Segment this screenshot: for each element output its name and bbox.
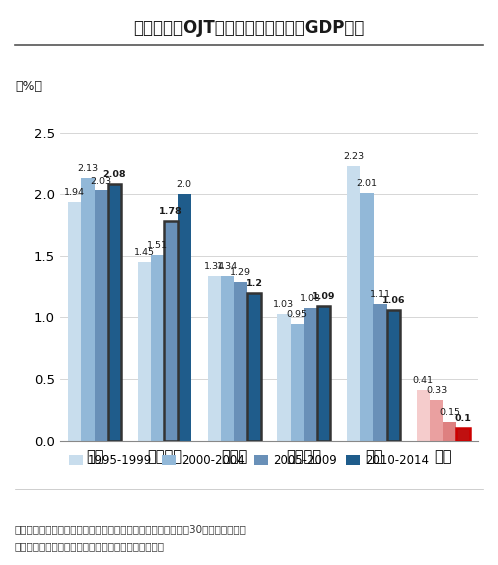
Bar xyxy=(138,262,151,441)
Bar xyxy=(277,314,290,441)
Bar xyxy=(347,166,360,441)
Text: 1.03: 1.03 xyxy=(273,300,294,309)
Bar xyxy=(208,276,221,441)
Bar xyxy=(317,306,330,441)
Bar xyxy=(108,184,121,441)
Text: 2.08: 2.08 xyxy=(103,171,126,179)
Bar xyxy=(360,193,374,441)
Text: 0.41: 0.41 xyxy=(413,376,434,385)
Text: の分析」に掲載）を基に経済産業省が作成。: の分析」に掲載）を基に経済産業省が作成。 xyxy=(15,541,165,551)
Text: 1.29: 1.29 xyxy=(230,268,251,277)
Text: 0.1: 0.1 xyxy=(455,415,472,423)
Text: 2.03: 2.03 xyxy=(91,176,112,185)
Bar xyxy=(178,194,191,441)
Text: 2.0: 2.0 xyxy=(177,180,192,189)
Bar xyxy=(108,184,121,441)
Text: 2.23: 2.23 xyxy=(343,152,364,161)
Bar xyxy=(290,324,304,441)
Text: 1.11: 1.11 xyxy=(370,290,390,299)
Text: 0.33: 0.33 xyxy=(426,386,447,395)
Text: 1.45: 1.45 xyxy=(134,248,155,257)
Text: （出所）学習院大学宮川努教授による推計（厚生労働省「平成30年版　労働経済: （出所）学習院大学宮川努教授による推計（厚生労働省「平成30年版 労働経済 xyxy=(15,524,247,534)
Text: 1.09: 1.09 xyxy=(312,293,335,301)
Bar xyxy=(443,422,457,441)
Text: 1.34: 1.34 xyxy=(204,262,225,271)
Text: 1.34: 1.34 xyxy=(217,262,238,271)
Bar xyxy=(457,428,470,441)
Text: 2.01: 2.01 xyxy=(357,179,377,188)
Bar xyxy=(457,428,470,441)
Bar xyxy=(304,307,317,441)
Text: 1.78: 1.78 xyxy=(159,207,183,216)
Text: 2.13: 2.13 xyxy=(77,164,99,173)
Text: （%）: （%） xyxy=(15,80,42,93)
Text: 人材投資（OJT以外）の国際比較（GDP比）: 人材投資（OJT以外）の国際比較（GDP比） xyxy=(133,19,365,37)
Text: 1.94: 1.94 xyxy=(64,188,85,197)
Bar xyxy=(417,390,430,441)
Text: 1.08: 1.08 xyxy=(300,294,321,303)
Bar xyxy=(81,178,95,441)
Text: 1.2: 1.2 xyxy=(246,279,262,288)
Bar xyxy=(248,293,260,441)
Text: 0.15: 0.15 xyxy=(439,408,460,418)
Bar xyxy=(221,276,234,441)
Bar xyxy=(387,310,400,441)
Legend: 1995-1999, 2000-2004, 2005-2009, 2010-2014: 1995-1999, 2000-2004, 2005-2009, 2010-20… xyxy=(64,449,434,472)
Text: 1.06: 1.06 xyxy=(381,296,405,305)
Bar xyxy=(95,190,108,441)
Bar xyxy=(387,310,400,441)
Text: 1.51: 1.51 xyxy=(147,241,168,250)
Bar xyxy=(164,221,178,441)
Bar xyxy=(164,221,178,441)
Text: 0.95: 0.95 xyxy=(287,310,308,319)
Bar xyxy=(374,304,387,441)
Bar xyxy=(248,293,260,441)
Bar xyxy=(68,202,81,441)
Bar xyxy=(234,282,248,441)
Bar xyxy=(317,306,330,441)
Bar xyxy=(151,255,164,441)
Bar xyxy=(430,400,443,441)
